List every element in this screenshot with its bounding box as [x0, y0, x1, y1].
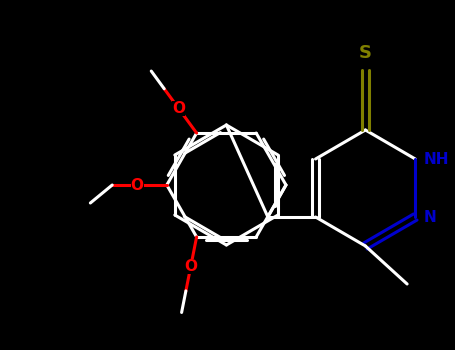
- Text: O: O: [184, 259, 197, 274]
- Text: S: S: [359, 44, 372, 62]
- Text: O: O: [131, 177, 143, 192]
- Text: N: N: [423, 210, 436, 224]
- Text: O: O: [172, 102, 186, 117]
- Text: NH: NH: [423, 152, 449, 167]
